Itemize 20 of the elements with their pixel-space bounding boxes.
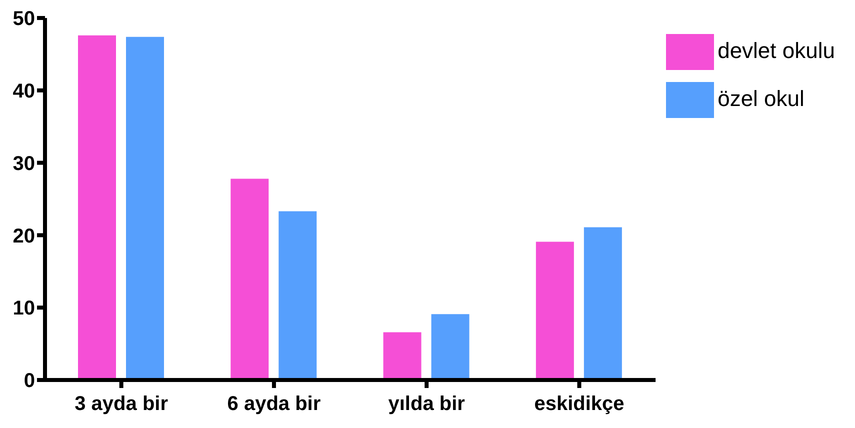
bar	[536, 242, 574, 380]
bar	[78, 35, 116, 380]
x-tick-label: eskidikçe	[534, 393, 624, 416]
x-tick-label: 6 ayda bir	[227, 393, 321, 416]
bar	[584, 227, 622, 380]
legend-label: özel okul	[718, 86, 804, 111]
y-tick-label: 40	[12, 80, 35, 102]
bar	[383, 332, 422, 380]
y-tick-label: 20	[12, 225, 35, 248]
y-tick-label: 50	[12, 8, 35, 30]
y-tick-label: 10	[12, 298, 35, 320]
x-tick-label: 3 ayda bir	[74, 393, 168, 416]
bar	[278, 211, 317, 380]
y-tick-label: 0	[24, 370, 35, 392]
legend-label: devlet okulu	[718, 38, 835, 63]
x-tick-label: yılda bir	[388, 393, 466, 416]
bar	[230, 178, 269, 380]
y-tick-label: 30	[12, 152, 35, 175]
bar	[126, 36, 164, 380]
bar	[431, 314, 470, 380]
